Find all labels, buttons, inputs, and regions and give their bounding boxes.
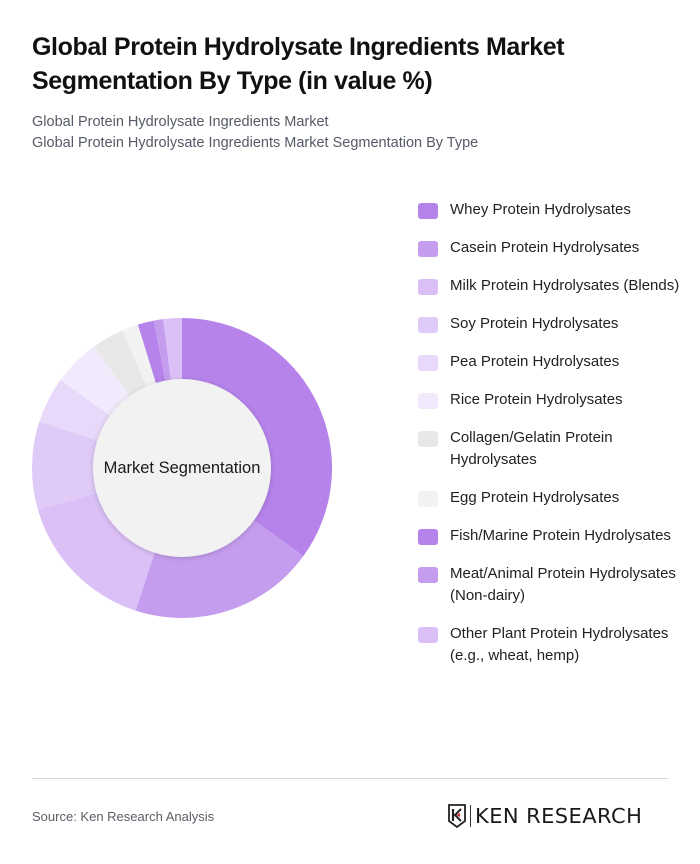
logo-text: KEN RESEARCH — [475, 804, 643, 828]
legend-label: Meat/Animal Protein Hydrolysates (Non-da… — [450, 565, 676, 604]
ken-research-logo-icon — [448, 804, 466, 828]
legend-swatch — [418, 317, 438, 333]
donut-chart-svg — [32, 318, 332, 618]
legend-label: Milk Protein Hydrolysates (Blends) — [450, 277, 680, 294]
legend-item[interactable]: Pea Protein Hydrolysates — [418, 351, 680, 373]
legend-swatch — [418, 393, 438, 409]
ken-research-logo: KEN RESEARCH — [448, 803, 642, 829]
legend-label: Whey Protein Hydrolysates — [450, 201, 631, 218]
legend-item[interactable]: Whey Protein Hydrolysates — [418, 199, 680, 221]
legend: Whey Protein Hydrolysates Casein Protein … — [418, 199, 680, 683]
legend-item[interactable]: Milk Protein Hydrolysates (Blends) — [418, 275, 680, 297]
legend-label: Fish/Marine Protein Hydrolysates — [450, 527, 671, 544]
legend-item[interactable]: Soy Protein Hydrolysates — [418, 313, 680, 335]
subtitle: Global Protein Hydrolysate Ingredients M… — [32, 112, 478, 154]
page-title: Global Protein Hydrolysate Ingredients M… — [32, 33, 565, 95]
subtitle-line-2: Global Protein Hydrolysate Ingredients M… — [32, 135, 479, 151]
legend-swatch — [418, 567, 438, 583]
legend-swatch — [418, 491, 438, 507]
source-text: Source: Ken Research Analysis — [32, 809, 215, 824]
logo-separator — [470, 805, 471, 827]
donut-chart: Market Segmentation — [32, 318, 332, 618]
legend-label: Soy Protein Hydrolysates — [450, 315, 619, 332]
footer-divider — [32, 778, 668, 779]
legend-item[interactable]: Rice Protein Hydrolysates — [418, 389, 680, 411]
legend-swatch — [418, 355, 438, 371]
donut-center — [93, 379, 271, 557]
legend-label: Egg Protein Hydrolysates — [450, 489, 620, 506]
legend-swatch — [418, 529, 438, 545]
legend-item[interactable]: Meat/Animal Protein Hydrolysates (Non-da… — [418, 563, 680, 607]
legend-item[interactable]: Casein Protein Hydrolysates — [418, 237, 680, 259]
legend-swatch — [418, 627, 438, 643]
legend-swatch — [418, 203, 438, 219]
legend-swatch — [418, 279, 438, 295]
legend-label: Pea Protein Hydrolysates — [450, 353, 620, 370]
legend-swatch — [418, 431, 438, 447]
subtitle-line-1: Global Protein Hydrolysate Ingredients M… — [32, 114, 329, 130]
legend-label: Rice Protein Hydrolysates — [450, 391, 623, 408]
legend-item[interactable]: Fish/Marine Protein Hydrolysates — [418, 525, 680, 547]
legend-item[interactable]: Collagen/Gelatin Protein Hydrolysates — [418, 427, 680, 471]
legend-label: Collagen/Gelatin Protein Hydrolysates — [450, 429, 613, 468]
legend-swatch — [418, 241, 438, 257]
legend-label: Other Plant Protein Hydrolysates (e.g., … — [450, 625, 669, 664]
legend-item[interactable]: Other Plant Protein Hydrolysates (e.g., … — [418, 623, 680, 667]
legend-label: Casein Protein Hydrolysates — [450, 239, 640, 256]
legend-item[interactable]: Egg Protein Hydrolysates — [418, 487, 680, 509]
